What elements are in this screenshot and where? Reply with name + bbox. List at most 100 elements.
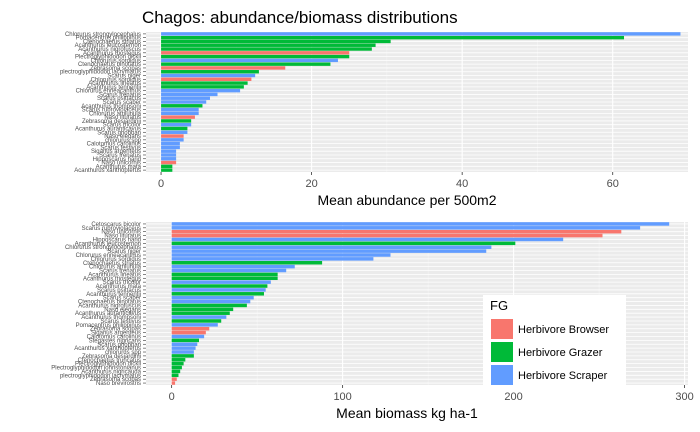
bar [161,126,188,131]
x-tick-label: 0 [158,178,164,190]
bar [171,237,564,242]
x-tick-label: 60 [607,178,619,190]
bar [171,268,287,273]
y-tick-label: Siganus argenteus [91,149,141,155]
bar [171,381,176,385]
y-tick-label: Acanthurus lineatus [88,81,141,87]
y-tick-label: Zebrasoma scopas [90,66,141,72]
bar [171,249,487,253]
bar [171,307,234,312]
legend-swatch [491,319,513,339]
bar [171,377,177,381]
bar [161,111,199,116]
bar [161,66,286,70]
chart-title: Chagos: abundance/biomass distributions [142,8,458,27]
y-tick-label: Acanthurus xanthopterus [74,168,141,174]
legend-title: FG [490,298,508,313]
bar [171,253,391,257]
y-tick-label: Plectroglyphidodon dickii [75,362,141,368]
bar [171,272,278,277]
bar [161,119,192,123]
y-tick-label: Calotomus carolinus [87,142,141,148]
y-tick-label: Acanthurus triostegus [83,276,141,282]
y-tick-label: Scarus frenatus [99,92,141,98]
y-tick-label: Chlorurus enneacanthus [76,89,141,95]
y-tick-label: chlorurus spp [105,138,142,144]
y-tick-label: Pomacentrus philippinus [76,36,141,42]
y-tick-label: Cetoscarus bicolor [91,222,141,228]
bar [161,104,203,108]
y-tick-label: Acanthurus xanthopterus [74,346,141,352]
y-tick-label: Acanthurus nigricauda [81,369,141,375]
bar [171,326,210,331]
bar [171,350,194,354]
y-tick-label: Naso unicornis [101,161,141,167]
y-tick-label: Chlorurus atrilunula [89,265,142,271]
y-tick-label: Ctenochaetus binotatus [78,300,141,306]
bar [161,145,180,150]
legend-swatch [491,342,513,362]
bars [161,32,681,172]
y-tick-label: Scarus festivus [100,145,141,151]
bar [161,43,376,47]
bar [161,77,252,81]
bar [171,226,641,230]
bar [171,342,198,346]
bar [161,149,177,153]
bar [161,115,195,119]
y-tick-label: Scarus niger [107,249,141,255]
bar [171,311,230,315]
y-tick-label: Naso elegans [104,134,141,140]
y-tick-label: Chlorurus strongylocephalus [65,32,141,38]
y-tick-label: Chlorurus sordidus [91,77,141,83]
x-tick-label: 300 [675,391,693,403]
bar [161,92,218,97]
bar [161,100,207,104]
bar [161,134,184,138]
y-tick-label: Naso lituratus [104,115,141,121]
bar [171,284,268,288]
bar [171,330,206,335]
bar [161,130,188,134]
legend-label: Herbivore Grazer [518,347,603,359]
bar [161,73,256,78]
y-tick-label: Naso lituratus [104,234,141,240]
y-tick-label: Zebrasoma scopas [90,377,141,383]
bar [171,261,323,265]
x-tick-label: 200 [504,391,522,403]
y-tick-label: Scarus ghobban [97,130,141,136]
bar [171,292,264,296]
bar [171,354,194,358]
bar [171,245,492,249]
y-tick-label: Chlorurus sordidus [91,58,141,64]
y-tick-label: Scarus ghobban [97,342,141,348]
bar [161,160,177,165]
bar [161,32,681,36]
y-tick-label: Acanthurus leucosternon [75,241,141,247]
y-tick-label: Scarus tricolor [103,123,141,129]
bar [161,81,248,85]
bar [161,141,180,146]
bar [171,365,182,370]
bar [171,257,374,261]
bar [161,70,259,74]
y-tick-label: Ctenochaetus striatus [83,261,141,267]
bar [171,288,266,292]
bar [161,123,192,127]
y-tick-label: plectroglyphidodon lacrymatus [60,373,141,379]
x-tick-label: 100 [333,391,351,403]
y-tick-label: Acanthurus tennentii [86,292,141,298]
y-tick-label: Scarus scaber [103,296,141,302]
y-tick-label: Acanthurus mata [96,284,142,290]
y-tick-label: Scarus rubroviolaceus [82,108,141,114]
y-tick-label: Acanthurus auranticavus [75,311,141,317]
bar [171,280,271,284]
x-tick-label: 40 [456,178,468,190]
y-tick-label: Acanthurus tennentii [86,85,141,91]
bar [171,361,184,366]
bar [171,222,670,226]
y-tick-label: Ctenochaetus striatus [83,39,141,45]
